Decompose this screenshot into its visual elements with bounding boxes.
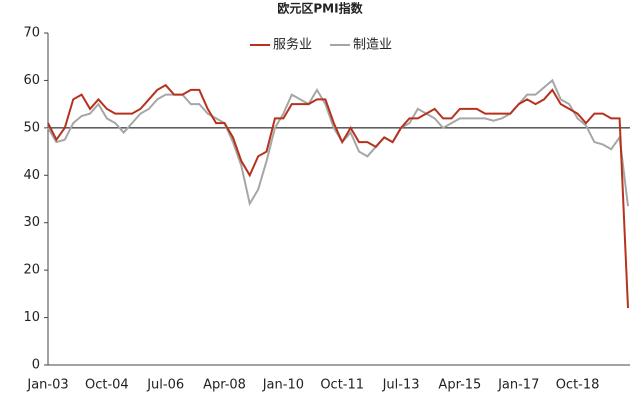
x-tick-label: Jul-06 <box>146 378 184 393</box>
series-line <box>47 83 629 309</box>
y-tick-label: 0 <box>32 358 40 373</box>
chart-title: 欧元区PMI指数 <box>277 1 363 16</box>
y-tick-label: 10 <box>23 310 40 325</box>
x-tick-label: Oct-11 <box>320 378 364 393</box>
series-line <box>47 78 629 207</box>
legend-label: 服务业 <box>273 37 312 53</box>
x-tick-label: Apr-08 <box>203 378 246 393</box>
x-tick-label: Jul-13 <box>382 378 420 393</box>
y-tick-label: 60 <box>23 73 40 88</box>
y-tick-label: 30 <box>23 215 40 230</box>
y-tick-label: 50 <box>23 120 40 135</box>
y-tick-label: 20 <box>23 263 40 278</box>
y-tick-label: 70 <box>23 26 40 41</box>
x-tick-label: Jan-10 <box>262 378 304 393</box>
x-tick-label: Oct-04 <box>85 378 129 393</box>
x-tick-label: Apr-15 <box>438 378 481 393</box>
x-tick-label: Oct-18 <box>556 378 600 393</box>
legend-label: 制造业 <box>353 38 392 53</box>
x-tick-label: Jan-03 <box>26 378 68 393</box>
x-tick-label: Jan-17 <box>497 378 539 393</box>
y-tick-label: 40 <box>23 168 40 183</box>
